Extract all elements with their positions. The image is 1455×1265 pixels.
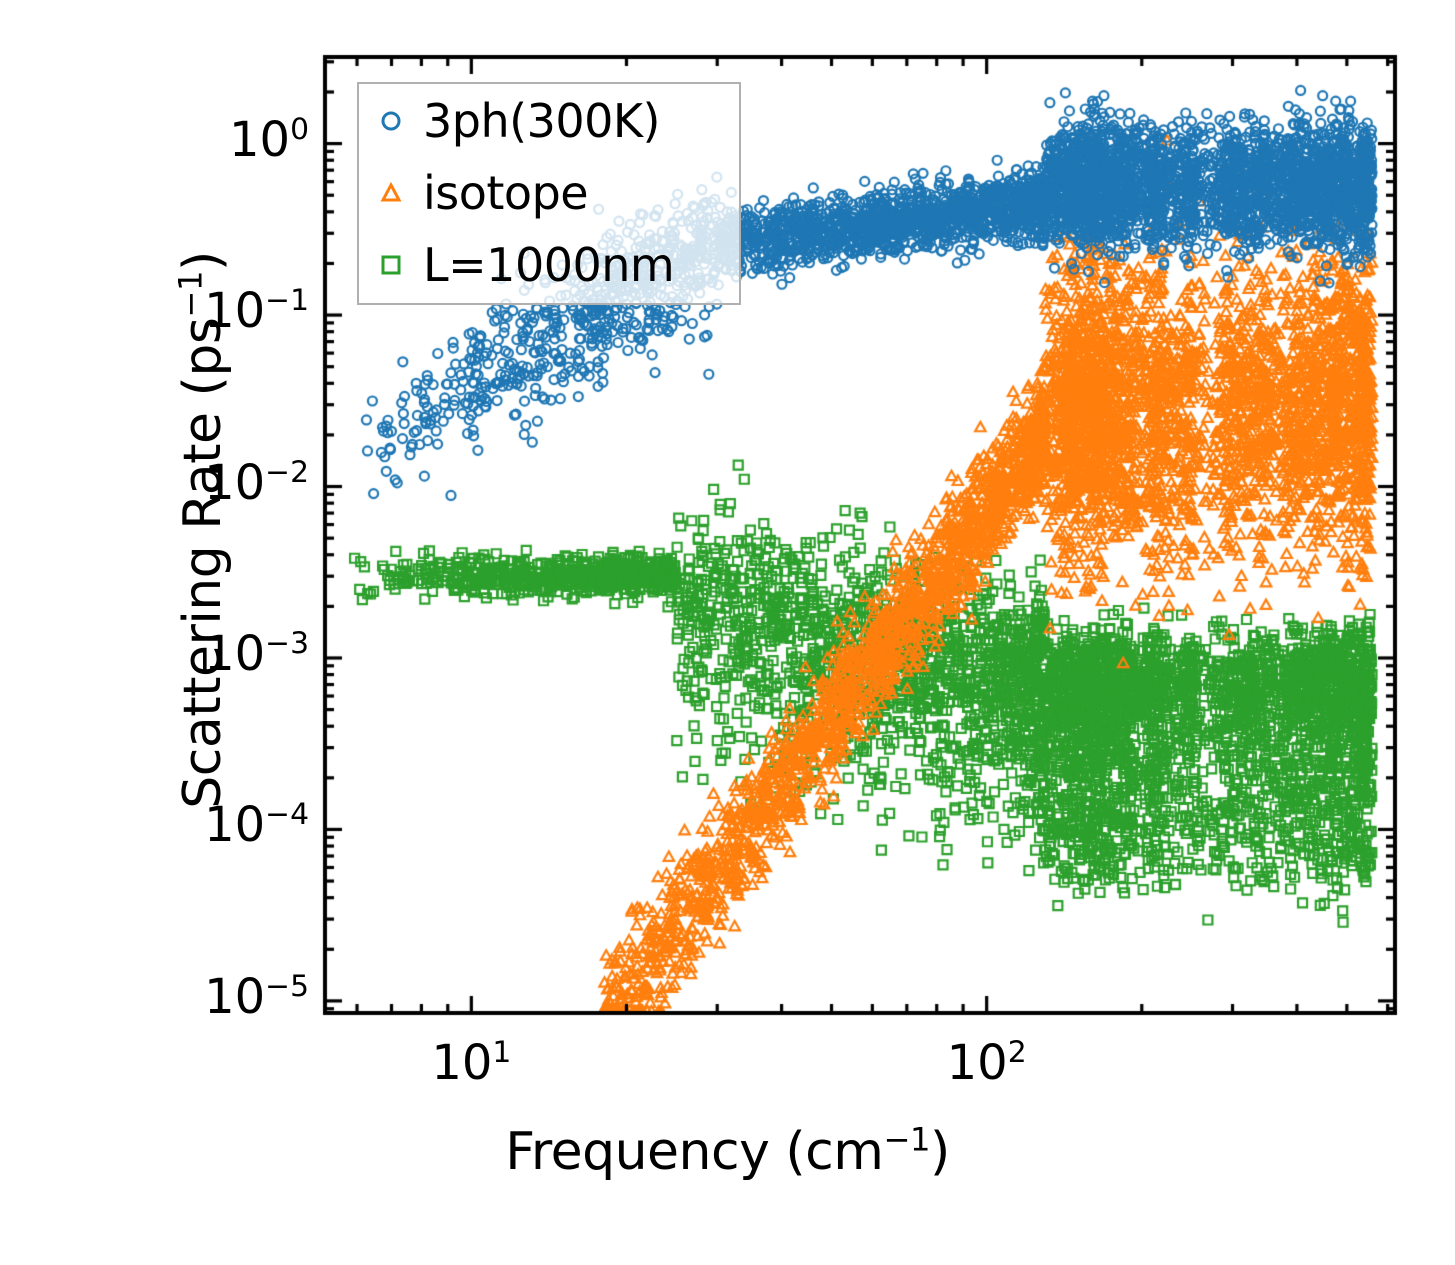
y-axis-label: Scattering Rate (ps−1) (171, 0, 233, 1080)
x-tick-exponent: 1 (492, 1035, 512, 1070)
x-tick-exponent: 2 (1007, 1035, 1027, 1070)
y-tick-mantissa: 10 (204, 625, 266, 682)
y-tick-label: 10−2 (204, 455, 309, 511)
legend-entry-3ph[interactable]: 3ph(300K) (359, 90, 739, 152)
x-tick-mantissa: 10 (946, 1035, 1008, 1091)
x-tick-mantissa: 10 (431, 1035, 493, 1091)
legend-label-isotope: isotope (423, 166, 589, 220)
legend-label-boundary: L=1000nm (423, 238, 675, 292)
y-tick-label: 100 (229, 112, 309, 168)
y-tick-exponent: −4 (265, 797, 309, 833)
y-tick-mantissa: 10 (204, 454, 266, 511)
x-axis-label-exponent: −1 (883, 1120, 930, 1159)
y-tick-exponent: −5 (265, 968, 309, 1004)
y-tick-label: 10−1 (204, 283, 309, 339)
legend-entry-boundary[interactable]: L=1000nm (359, 234, 739, 296)
y-tick-mantissa: 10 (204, 797, 266, 854)
circle-icon (359, 108, 423, 134)
y-axis-label-exponent: −1 (171, 271, 210, 318)
y-axis-label-base: Scattering Rate (ps (173, 317, 233, 809)
y-tick-mantissa: 10 (204, 283, 266, 340)
y-tick-label: 10−3 (204, 626, 309, 682)
y-tick-exponent: 0 (290, 111, 309, 147)
square-icon (359, 252, 423, 278)
y-tick-exponent: −2 (265, 454, 309, 490)
y-tick-label: 10−5 (204, 969, 309, 1025)
y-tick-label: 10−4 (204, 797, 309, 853)
x-tick-label: 101 (391, 1035, 551, 1091)
y-tick-exponent: −3 (265, 625, 309, 661)
legend-entry-isotope[interactable]: isotope (359, 162, 739, 224)
y-tick-exponent: −1 (265, 283, 309, 319)
x-axis-label: Frequency (cm−1) (0, 1122, 1455, 1182)
x-axis-label-base: Frequency (cm (505, 1122, 884, 1182)
y-axis-label-tail: ) (173, 251, 233, 272)
x-axis-label-tail: ) (929, 1122, 950, 1182)
triangle-icon (359, 180, 423, 206)
legend-label-3ph: 3ph(300K) (423, 94, 660, 148)
y-tick-mantissa: 10 (228, 111, 291, 168)
y-tick-mantissa: 10 (204, 968, 266, 1025)
x-tick-label: 102 (907, 1035, 1067, 1091)
legend: 3ph(300K) isotope L=1000nm (357, 82, 741, 305)
